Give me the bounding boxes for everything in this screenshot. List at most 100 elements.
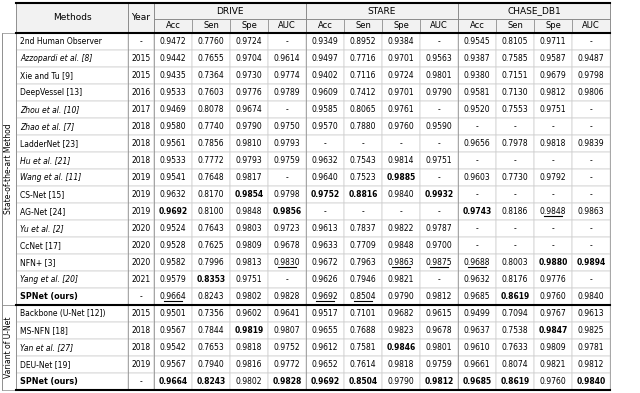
Text: 0.9863: 0.9863 bbox=[578, 207, 604, 216]
Text: 2020: 2020 bbox=[131, 258, 150, 267]
Bar bbox=[382, 19, 420, 33]
Text: Year: Year bbox=[131, 13, 150, 22]
Bar bbox=[382, 254, 420, 271]
Bar bbox=[154, 3, 306, 19]
Text: 0.7844: 0.7844 bbox=[198, 326, 224, 335]
Text: -: - bbox=[589, 275, 593, 284]
Text: 0.9818: 0.9818 bbox=[236, 343, 262, 352]
Bar bbox=[382, 67, 420, 84]
Bar bbox=[306, 305, 344, 322]
Bar bbox=[382, 203, 420, 220]
Bar bbox=[16, 254, 128, 271]
Text: 0.7356: 0.7356 bbox=[198, 309, 225, 318]
Text: 0.9563: 0.9563 bbox=[426, 54, 452, 63]
Text: 2016: 2016 bbox=[131, 88, 150, 97]
Text: 0.7364: 0.7364 bbox=[198, 71, 225, 80]
Text: 0.7585: 0.7585 bbox=[502, 54, 528, 63]
Bar bbox=[458, 186, 496, 203]
Bar bbox=[128, 356, 154, 373]
Text: -: - bbox=[438, 207, 440, 216]
Text: 0.9839: 0.9839 bbox=[578, 139, 604, 148]
Bar bbox=[16, 67, 128, 84]
Text: 0.9632: 0.9632 bbox=[464, 275, 490, 284]
Bar bbox=[154, 254, 192, 271]
Text: 0.9847: 0.9847 bbox=[538, 326, 568, 335]
Text: 0.9402: 0.9402 bbox=[312, 71, 339, 80]
Bar bbox=[572, 169, 610, 186]
Text: 0.8078: 0.8078 bbox=[198, 105, 224, 114]
Bar bbox=[458, 152, 496, 169]
Text: 0.7716: 0.7716 bbox=[349, 54, 376, 63]
Text: 0.9517: 0.9517 bbox=[312, 309, 339, 318]
Text: Acc: Acc bbox=[470, 22, 484, 31]
Text: 0.9701: 0.9701 bbox=[388, 54, 414, 63]
Text: -: - bbox=[514, 122, 516, 131]
Text: 0.9664: 0.9664 bbox=[159, 292, 186, 301]
Bar bbox=[496, 33, 534, 50]
Bar bbox=[154, 237, 192, 254]
Text: 0.9798: 0.9798 bbox=[578, 71, 604, 80]
Text: 0.9497: 0.9497 bbox=[312, 54, 339, 63]
Bar bbox=[268, 288, 306, 305]
Text: 0.9790: 0.9790 bbox=[388, 292, 414, 301]
Bar bbox=[534, 169, 572, 186]
Text: 0.9846: 0.9846 bbox=[387, 343, 415, 352]
Text: 0.7523: 0.7523 bbox=[349, 173, 376, 182]
Text: 0.9579: 0.9579 bbox=[159, 275, 186, 284]
Text: 2019: 2019 bbox=[131, 190, 150, 199]
Text: 0.7643: 0.7643 bbox=[198, 224, 225, 233]
Bar bbox=[230, 84, 268, 101]
Bar bbox=[128, 169, 154, 186]
Bar bbox=[382, 305, 420, 322]
Bar bbox=[344, 118, 382, 135]
Text: 0.9752: 0.9752 bbox=[310, 190, 340, 199]
Text: MS-NFN [18]: MS-NFN [18] bbox=[20, 326, 68, 335]
Bar bbox=[192, 356, 230, 373]
Text: Variant of U-Net: Variant of U-Net bbox=[4, 317, 13, 378]
Text: -: - bbox=[589, 105, 593, 114]
Bar bbox=[344, 84, 382, 101]
Bar bbox=[496, 288, 534, 305]
Text: Spe: Spe bbox=[393, 22, 409, 31]
Bar bbox=[306, 373, 344, 390]
Text: 0.7655: 0.7655 bbox=[198, 54, 225, 63]
Text: -: - bbox=[476, 156, 478, 165]
Bar bbox=[192, 203, 230, 220]
Text: 2015: 2015 bbox=[131, 54, 150, 63]
Text: 2019: 2019 bbox=[131, 360, 150, 369]
Bar bbox=[154, 135, 192, 152]
Text: NFN+ [3]: NFN+ [3] bbox=[20, 258, 56, 267]
Bar bbox=[128, 322, 154, 339]
Bar bbox=[268, 33, 306, 50]
Bar bbox=[496, 50, 534, 67]
Text: 0.7880: 0.7880 bbox=[349, 122, 376, 131]
Bar bbox=[344, 356, 382, 373]
Text: 0.9685: 0.9685 bbox=[464, 292, 490, 301]
Bar bbox=[192, 322, 230, 339]
Text: 0.9700: 0.9700 bbox=[426, 241, 452, 250]
Bar bbox=[230, 373, 268, 390]
Bar bbox=[128, 254, 154, 271]
Bar bbox=[458, 135, 496, 152]
Text: 0.9561: 0.9561 bbox=[160, 139, 186, 148]
Bar bbox=[230, 339, 268, 356]
Bar bbox=[420, 305, 458, 322]
Text: 0.8619: 0.8619 bbox=[500, 377, 530, 386]
Text: 0.9674: 0.9674 bbox=[236, 105, 262, 114]
Bar bbox=[154, 101, 192, 118]
Text: 0.9856: 0.9856 bbox=[273, 207, 301, 216]
Bar bbox=[268, 254, 306, 271]
Text: 0.9848: 0.9848 bbox=[540, 207, 566, 216]
Text: SPNet (ours): SPNet (ours) bbox=[20, 377, 78, 386]
Bar bbox=[534, 254, 572, 271]
Text: -: - bbox=[514, 224, 516, 233]
Text: 0.9349: 0.9349 bbox=[312, 37, 339, 46]
Text: 0.9602: 0.9602 bbox=[236, 309, 262, 318]
Bar bbox=[268, 237, 306, 254]
Text: AUC: AUC bbox=[278, 22, 296, 31]
Text: 0.9767: 0.9767 bbox=[540, 309, 566, 318]
Text: 0.7772: 0.7772 bbox=[198, 156, 224, 165]
Bar bbox=[534, 152, 572, 169]
Bar bbox=[16, 356, 128, 373]
Bar bbox=[496, 84, 534, 101]
